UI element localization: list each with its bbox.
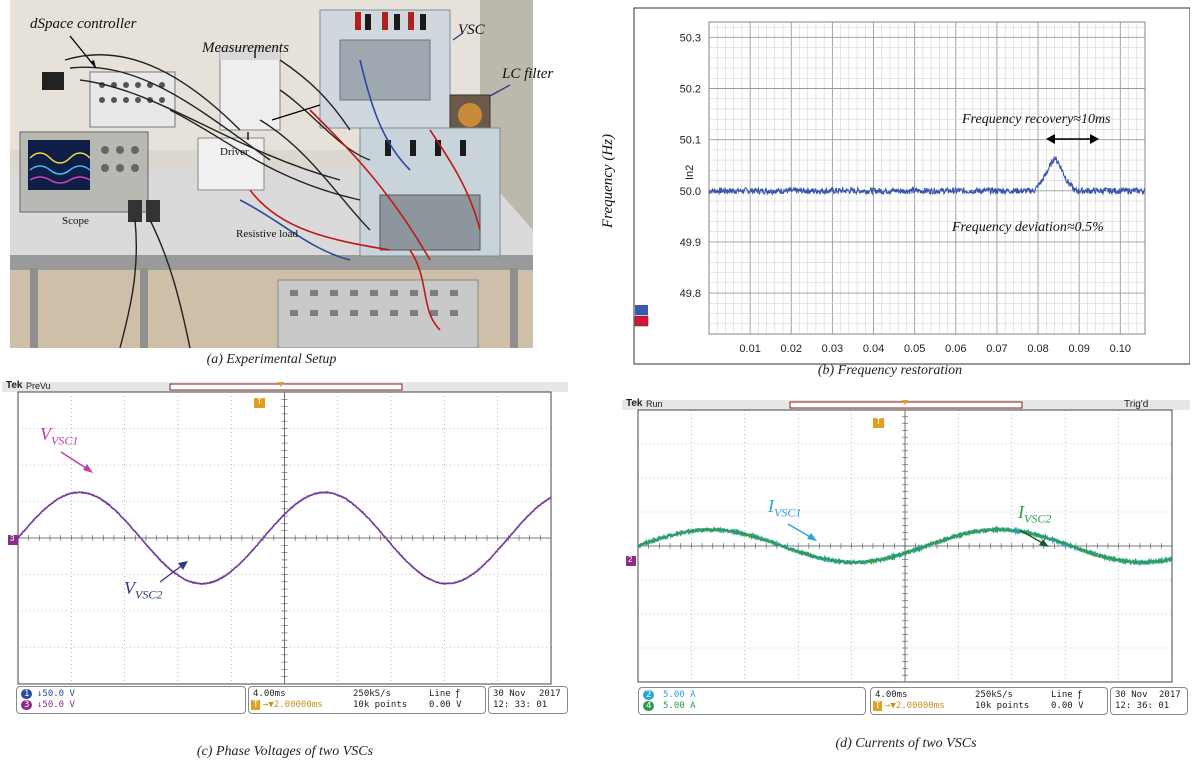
frequency-chart-svg: 0.01 0.02 0.03 0.04 0.05 0.06 0.07 0.08 0.09 0.10… bbox=[633, 7, 1191, 365]
trigger-source: Line bbox=[1051, 690, 1073, 700]
time: 12: 36: 01 bbox=[1115, 701, 1170, 711]
trace-vsc2 bbox=[17, 491, 552, 585]
trigger-marker: T bbox=[257, 397, 262, 406]
x-tick-label: 0.04 bbox=[863, 343, 884, 355]
scope-c-svg bbox=[2, 382, 568, 685]
channel-2-swatch bbox=[634, 315, 649, 327]
ch3-scale: 50.0 V bbox=[42, 700, 75, 710]
date-info-box: 30 Nov 2017 12: 36: 01 bbox=[1110, 687, 1188, 715]
channel-info-box: 1 ↓50.0 V 3 ↓50.0 V bbox=[16, 686, 246, 714]
scope-brand: Tek bbox=[6, 380, 23, 391]
y-tick-label: 50.1 bbox=[680, 135, 701, 147]
ch1-scale: 50.0 V bbox=[42, 689, 75, 699]
scope-status: Run bbox=[646, 399, 663, 409]
sample-rate: 250kS/s bbox=[975, 690, 1013, 700]
x-tick-label: 0.08 bbox=[1027, 343, 1048, 355]
x-tick-label: 0.07 bbox=[986, 343, 1007, 355]
date: 30 Nov bbox=[493, 689, 526, 699]
v-vsc2-arrow bbox=[159, 561, 188, 583]
year: 2017 bbox=[539, 689, 561, 699]
recovery-arrow bbox=[1046, 134, 1099, 144]
x-tick-label: 0.06 bbox=[945, 343, 966, 355]
trigger-status: Trig'd bbox=[1124, 399, 1149, 410]
trigger-marker: T bbox=[876, 417, 881, 426]
measurements-label: Measurements bbox=[202, 40, 289, 56]
ch2-scale: 5.00 A bbox=[663, 690, 696, 700]
x-tick-label: 0.02 bbox=[781, 343, 802, 355]
driver-label: Driver bbox=[220, 146, 249, 158]
x-tick-label: 0.05 bbox=[904, 343, 925, 355]
trigger-position: 2.00000ms bbox=[273, 700, 323, 710]
lc-filter-label: LC filter bbox=[502, 66, 554, 82]
timebase-info-box: 4.00ms 250kS/s Line ƒ T →▼2.00000ms 10k … bbox=[870, 687, 1108, 715]
i-vsc2-label: IVSC2 bbox=[1018, 502, 1052, 526]
trigger-position: 2.00000ms bbox=[895, 701, 945, 711]
dspace-controller-label: dSpace controller bbox=[30, 16, 137, 32]
y-tick-label: 50.3 bbox=[680, 32, 701, 44]
frequency-series-line bbox=[708, 156, 1146, 196]
i-vsc1-arrow bbox=[787, 523, 817, 541]
channel-marker: 2 bbox=[628, 555, 633, 564]
trigger-level: 0.00 V bbox=[1051, 701, 1084, 711]
sample-rate: 250kS/s bbox=[353, 689, 391, 699]
experimental-setup-photo: dSpace controller Measurements VSC LC fi… bbox=[10, 0, 553, 349]
scope-d-svg bbox=[622, 400, 1190, 683]
record-length: 10k points bbox=[975, 701, 1030, 711]
x-tick-label: 0.03 bbox=[822, 343, 843, 355]
channel-info-box: 2 5.00 A 4 5.00 A bbox=[638, 687, 866, 715]
trigger-source: Line bbox=[429, 689, 451, 699]
scope-brand: Tek bbox=[626, 398, 643, 409]
x-tick-label: 0.01 bbox=[739, 343, 760, 355]
x-tick-label: 0.10 bbox=[1110, 343, 1131, 355]
y-tick-label: 49.8 bbox=[680, 288, 701, 300]
caption-b: (b) Frequency restoration bbox=[817, 363, 963, 378]
frequency-deviation-annotation: Frequency deviation≈0.5% bbox=[952, 220, 1104, 235]
phase-voltage-scope: Tek PreVu 3 T VVSC1 VVSC2 1 ↓50.0 V 3 ↓5… bbox=[2, 378, 568, 714]
time: 12: 33: 01 bbox=[493, 700, 548, 710]
timebase: 4.00ms bbox=[875, 690, 908, 700]
trigger-level: 0.00 V bbox=[429, 700, 462, 710]
frequency-recovery-annotation: Frequency recovery≈10ms bbox=[962, 112, 1111, 127]
channel-marker: 3 bbox=[10, 534, 15, 543]
caption-d: (d) Currents of two VSCs bbox=[835, 736, 977, 751]
channel-in2-label: In2 bbox=[684, 164, 696, 180]
y-tick-label: 49.9 bbox=[680, 237, 701, 249]
v-vsc1-arrow bbox=[60, 451, 93, 473]
trace-vsc2 bbox=[637, 525, 1173, 566]
i-vsc1-label: IVSC1 bbox=[768, 496, 802, 520]
lab-photo-illustration bbox=[10, 0, 533, 349]
date-info-box: 30 Nov 2017 12: 33: 01 bbox=[488, 686, 568, 714]
caption-a: (a) Experimental Setup bbox=[206, 352, 337, 367]
frequency-restoration-chart: 0.01 0.02 0.03 0.04 0.05 0.06 0.07 0.08 0.09 0.10… bbox=[590, 0, 1191, 370]
ch4-scale: 5.00 A bbox=[663, 701, 696, 711]
scope-label: Scope bbox=[62, 215, 89, 227]
y-tick-label: 50.0 bbox=[680, 186, 701, 198]
v-vsc1-label: VVSC1 bbox=[40, 424, 79, 448]
timebase: 4.00ms bbox=[253, 689, 286, 699]
frequency-axis-title: Frequency (Hz) bbox=[600, 134, 616, 228]
current-scope: Tek Run Trig'd 2 T IVSC1 IVSC2 2 5.00 A … bbox=[622, 396, 1190, 716]
year: 2017 bbox=[1159, 690, 1181, 700]
vsc-label: VSC bbox=[458, 22, 485, 38]
resistive-load-label: Resistive load bbox=[236, 228, 299, 240]
date: 30 Nov bbox=[1115, 690, 1148, 700]
v-vsc2-label: VVSC2 bbox=[124, 578, 163, 602]
x-tick-label: 0.09 bbox=[1068, 343, 1089, 355]
caption-c: (c) Phase Voltages of two VSCs bbox=[196, 744, 374, 759]
scope-status: PreVu bbox=[26, 381, 51, 391]
channel-1-swatch bbox=[635, 305, 648, 315]
y-tick-label: 50.2 bbox=[680, 83, 701, 95]
i-vsc2-arrow bbox=[1019, 529, 1049, 547]
record-length: 10k points bbox=[353, 700, 408, 710]
timebase-info-box: 4.00ms 250kS/s Line ƒ T →▼2.00000ms 10k … bbox=[248, 686, 486, 714]
